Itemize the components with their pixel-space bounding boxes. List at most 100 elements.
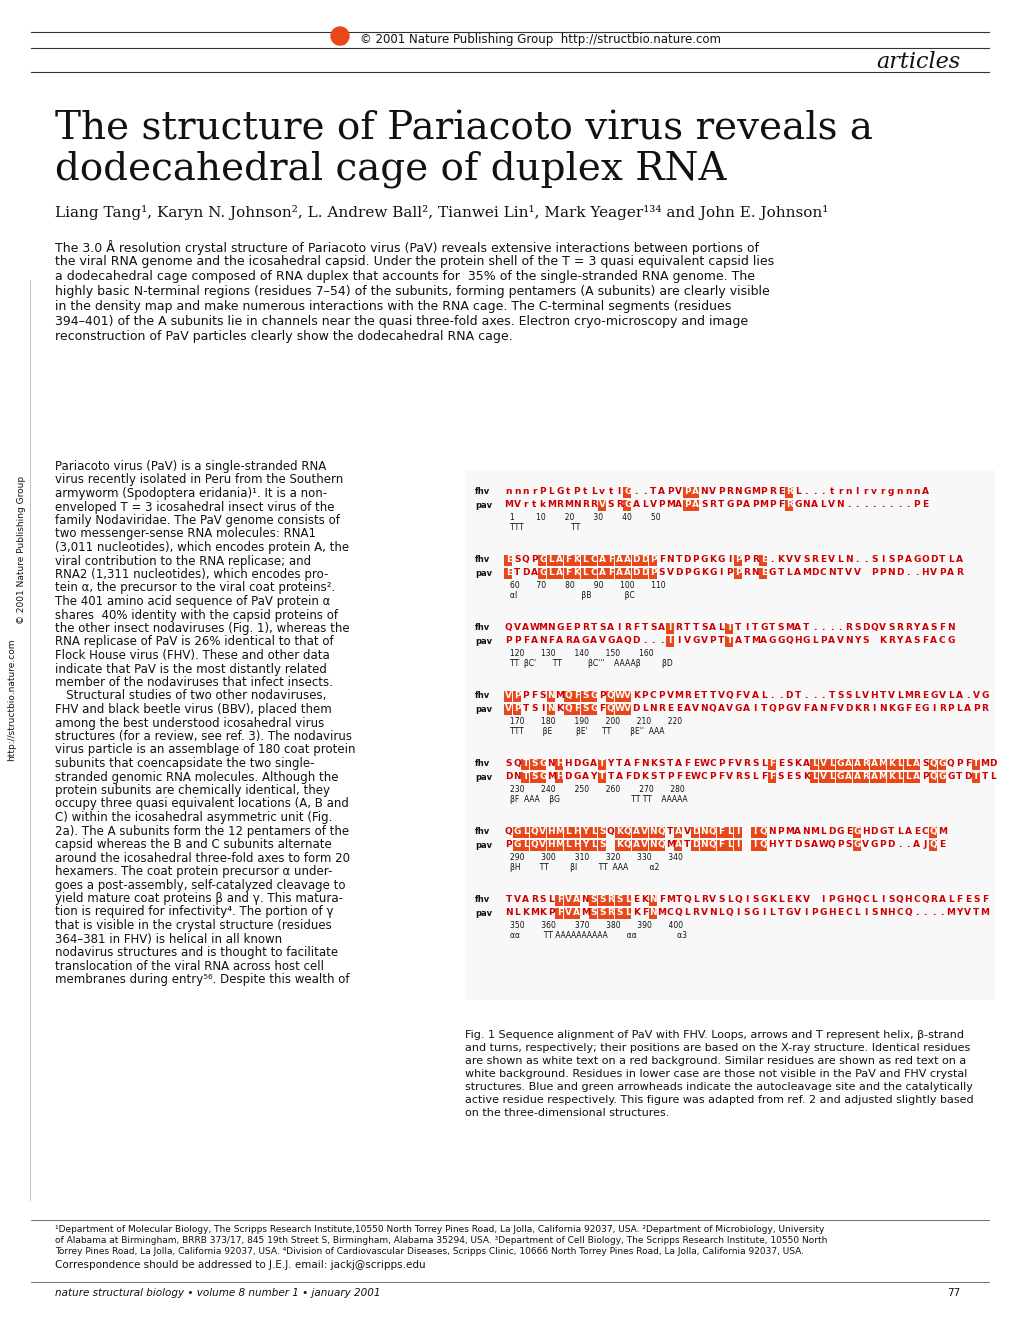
Bar	[665, 636, 674, 647]
Text: G: G	[751, 908, 758, 917]
Text: E: E	[692, 759, 698, 768]
Text: I: I	[931, 704, 934, 713]
Text: N: N	[878, 704, 886, 713]
Text: L: L	[582, 554, 588, 564]
Text: S: S	[598, 908, 605, 917]
Text: E: E	[776, 759, 783, 768]
Text: W: W	[817, 840, 827, 849]
Text: T: T	[684, 623, 690, 632]
Text: M: M	[877, 759, 887, 768]
Bar	[538, 554, 546, 566]
Bar	[572, 568, 580, 579]
Bar	[759, 840, 766, 851]
Text: P: P	[547, 908, 554, 917]
Text: 170       180        190       200       210       220: 170 180 190 200 210 220	[510, 718, 682, 726]
Text: K: K	[649, 759, 656, 768]
Text: M: M	[665, 500, 675, 510]
Text: L: L	[947, 690, 953, 700]
Text: D: D	[691, 828, 699, 836]
Text: K: K	[573, 554, 580, 564]
Text: F: F	[735, 690, 741, 700]
Text: .: .	[931, 908, 934, 917]
Bar	[555, 759, 562, 770]
Text: P: P	[598, 690, 605, 700]
Bar	[614, 840, 623, 851]
Text: F: F	[768, 759, 774, 768]
Text: I: I	[753, 840, 756, 849]
Text: G: G	[853, 840, 860, 849]
Bar	[632, 568, 639, 579]
Bar	[564, 554, 572, 566]
Text: T: T	[590, 623, 596, 632]
Text: A: A	[870, 772, 877, 781]
Text: E: E	[565, 623, 571, 632]
Text: C: C	[938, 636, 945, 645]
Text: .: .	[820, 487, 824, 496]
Text: R: R	[606, 908, 613, 917]
Bar	[810, 759, 817, 770]
Text: .: .	[922, 908, 926, 917]
Bar	[606, 908, 613, 919]
Text: F: F	[904, 704, 910, 713]
Text: .: .	[642, 636, 646, 645]
Text: J: J	[922, 840, 926, 849]
Text: Q: Q	[675, 908, 682, 917]
Text: V: V	[649, 500, 656, 510]
Bar	[887, 772, 894, 783]
Text: T: T	[743, 636, 749, 645]
Text: capsid whereas the B and C subunits alternate: capsid whereas the B and C subunits alte…	[55, 838, 331, 851]
Text: virus particle is an assemblage of 180 coat protein: virus particle is an assemblage of 180 c…	[55, 743, 356, 756]
Text: active residue respectively. This figure was adapted from ref. 2 and adjusted sl: active residue respectively. This figure…	[465, 1096, 973, 1105]
Text: E: E	[675, 704, 681, 713]
Text: of Alabama at Birmingham, BRRB 373/17, 845 19th Street S, Birmingham, Alabama 35: of Alabama at Birmingham, BRRB 373/17, 8…	[55, 1236, 826, 1245]
Text: R: R	[743, 759, 749, 768]
Text: N: N	[504, 908, 513, 917]
Text: M: M	[656, 908, 665, 917]
Text: T: T	[888, 828, 894, 836]
Bar	[734, 568, 741, 579]
Text: E: E	[776, 487, 783, 496]
Text: © 2001 Nature Publishing Group: © 2001 Nature Publishing Group	[17, 477, 26, 624]
Text: K: K	[641, 772, 648, 781]
Text: G: G	[836, 772, 843, 781]
Text: C: C	[666, 908, 673, 917]
Text: A: A	[555, 636, 562, 645]
Text: L: L	[905, 772, 910, 781]
Text: G: G	[937, 772, 945, 781]
Text: P: P	[896, 554, 902, 564]
Text: dodecahedral cage of duplex RNA: dodecahedral cage of duplex RNA	[55, 150, 726, 187]
Text: R: R	[581, 623, 588, 632]
Text: L: L	[947, 554, 953, 564]
Text: L: L	[870, 895, 876, 904]
Bar	[572, 554, 580, 566]
Text: D: D	[632, 568, 639, 577]
Text: S: S	[700, 623, 707, 632]
Bar	[581, 690, 588, 702]
Text: L: L	[548, 895, 553, 904]
Text: A: A	[904, 636, 911, 645]
Text: FHV and black beetle virus (BBV), placed them: FHV and black beetle virus (BBV), placed…	[55, 704, 331, 715]
Text: W: W	[613, 690, 624, 700]
Text: M: M	[750, 487, 759, 496]
Text: pav: pav	[475, 500, 491, 510]
Text: L: L	[752, 772, 757, 781]
Text: Q: Q	[726, 908, 733, 917]
Text: V: V	[794, 908, 801, 917]
Text: TTT                    TT: TTT TT	[510, 524, 580, 532]
Text: C: C	[845, 908, 851, 917]
Text: P: P	[658, 500, 664, 510]
Text: V: V	[861, 840, 868, 849]
Text: V: V	[539, 840, 546, 849]
Text: H: H	[573, 840, 580, 849]
Text: E: E	[819, 554, 825, 564]
Text: G: G	[759, 623, 766, 632]
Bar	[716, 828, 725, 838]
Text: V: V	[692, 704, 699, 713]
Text: A: A	[963, 704, 970, 713]
Bar	[597, 759, 605, 770]
Text: M: M	[979, 908, 988, 917]
Text: T: T	[972, 759, 978, 768]
Text: r: r	[879, 487, 884, 496]
Text: A: A	[522, 623, 529, 632]
Text: S: S	[751, 759, 758, 768]
